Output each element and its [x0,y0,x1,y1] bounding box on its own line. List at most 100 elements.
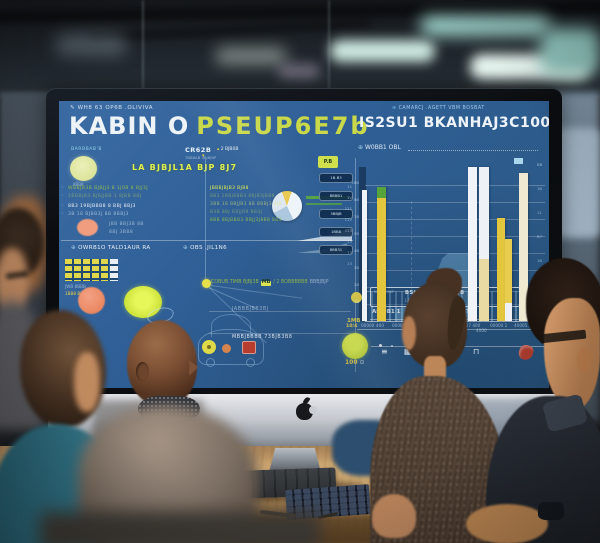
highlight-line: LA BJBJL1A BJP 8J7 [132,163,238,172]
x-axis-label: 400 [376,323,384,328]
series-label-row: ⊕ W0BB1 OBL [358,145,401,151]
tag-badge[interactable]: P.B [318,156,338,168]
person-right-hands [466,504,548,543]
chart-bar [377,187,386,321]
section-b-label: OBS .JIL1N6 [190,245,227,251]
summary-dot-yellow [351,292,362,303]
orange-circle-large [78,287,105,314]
dashboard-title: KABIN O PSEUP6E7b [69,114,370,138]
center-header-side-text: 2 BJB0B [220,147,239,152]
lime-circle-large [124,286,162,318]
marker-up-icon: ▴ [217,147,220,152]
info-row: 3B 18 BJBB3J 8B 8BBJ3 [68,212,129,217]
x-axis-label: 40005 [514,323,528,328]
gauge-caption: 10/4 [346,324,358,329]
person-bald-nose [189,360,198,376]
axis-number: 13 [347,239,352,244]
pill-button[interactable]: BBBB1 [319,191,353,201]
x-axis-label: 4000 [476,328,487,333]
pill-button[interactable]: 3BBJB [319,209,353,219]
target-icon: ⊕ [183,245,189,251]
section-a-row: ⊕ OWRB1O TALD1AUR RA [71,245,151,252]
pill-button[interactable]: 1BB8 [319,227,353,237]
car-wireframe-cabin [211,314,251,337]
center-rule-1 [209,311,351,312]
ticker-lead: COBUB.TIMB BJBJ3B [211,280,259,285]
x-axis-label: 000007 400 [455,323,481,328]
center-note-2: MBBJBBBB 73BJB3B8 [232,335,293,340]
y-axis-label: 7B [353,214,359,219]
axis-number: 11 [347,184,352,189]
grid-caption: JWB 8BBB [65,284,86,289]
panel-vertical-divider [355,158,356,372]
target-icon: ⊕ [71,245,77,251]
axis-number: 73 [347,250,352,255]
ceiling-light [330,40,435,62]
ticker-row: COBUB.TIMB BJBJ3B MB / 2 BOBBBBBB BBBJBJ… [211,280,329,286]
statusbar-text: WH8 63 OP6B .OLIVIVA [77,105,154,111]
center-rule-2 [209,333,351,334]
ceiling-light [420,16,550,36]
person-bald-head [127,320,197,406]
x-axis-label: 00000 [361,323,375,328]
title-accent: PSEUP6E7b [196,112,370,140]
bullet-icon: ◦ [61,185,64,191]
chart-guide-dashed [411,201,412,321]
edge-number: 1B [537,258,543,263]
footer-value: 1Π1 [461,309,473,315]
left-horizontal-divider [61,240,353,241]
status-dot-yellow-core [207,345,211,349]
y-axis-label: 1B [353,299,359,304]
axis-number: 113 [344,228,352,233]
person-right-cuff [538,502,564,520]
axis-number: 1V [346,195,352,200]
edge-number: 1B [537,186,543,191]
edge-number: BB [537,162,543,167]
ticker-chip: MB [260,280,272,286]
ceiling-light [55,34,127,56]
data-grid-white-col [110,259,118,281]
timeline-glyph-icon: ≡ [381,347,388,356]
dot-circle-icon: ⊙ [359,359,365,366]
center-row: 8BB 8BJBBB3 BBJJ3J8B8 883 [210,218,282,223]
right-panel-title: IS2SU1 BKANHAJ3C100 [359,115,549,131]
gauge-line-dot [379,344,382,347]
bullet-icon: ◦ [61,203,64,209]
person-bald-ear [136,362,149,381]
gauge-line-dot [391,345,393,347]
chart-bar [497,218,505,321]
chart-bar [479,167,489,321]
pill-button[interactable]: 1B.B3 [319,173,353,183]
timeline-vline [205,159,206,279]
person-front-shoulders [40,512,320,543]
series-label: W0BB1 OBL [364,144,401,151]
x-axis-label: 00000 1 [490,323,508,328]
bullet-icon: ◦ [61,211,64,217]
chart-marker-square [514,158,523,164]
center-row: B3B 8BJ BBJJB8 BB3J [210,210,263,215]
footer-small-value: 1MB [347,318,361,324]
person-woman-cheek [402,316,416,350]
status-dot-orange [222,344,231,353]
glass-partition-line [142,0,144,96]
network-line [210,285,303,299]
alert-badge-red [242,341,256,354]
y-axis-label: 1BB [351,180,359,185]
chart-bar-base [505,303,512,321]
axis-number: 111 [344,206,352,211]
right-panel-header: ⊛ CAMARCJ .AGETT VBM BOSBAT [392,106,485,112]
gauge-circle-lime [342,333,368,359]
center-note-1: JABBBJBB3BJ [232,307,269,312]
globe-icon: ⊛ [392,106,397,111]
person-left-cheek [74,352,100,412]
grid-caption-2: 1BB8 BBJ [65,291,85,296]
axis-number: 11V [344,217,352,222]
info-row: WBBJB3B BJBJJ3 8 1J0B 8 BJJ3J [68,186,148,191]
apple-logo [296,396,317,420]
green-bar-2 [306,203,342,205]
apple-logo-leaf [302,396,311,405]
footer-label: AΠ3IB1 1 [372,309,401,315]
chart-bar [519,173,528,321]
pill-button[interactable]: 8BB31 [319,245,353,255]
